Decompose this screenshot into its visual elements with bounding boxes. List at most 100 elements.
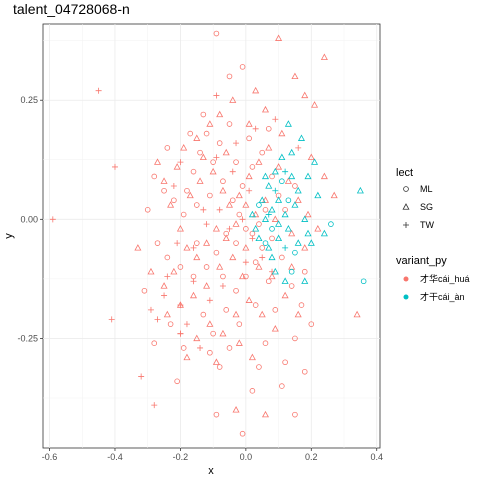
data-point-tw: [154, 316, 161, 323]
data-point-tw: [177, 302, 184, 309]
data-point-tw: [229, 168, 236, 175]
data-point-ml: [200, 311, 207, 318]
data-point-tw: [138, 373, 145, 380]
data-point-ml: [252, 259, 259, 266]
data-point-ml: [233, 287, 239, 294]
data-point-ml: [213, 249, 220, 256]
data-point-ml: [210, 159, 216, 165]
data-point-sg: [183, 353, 191, 361]
data-point-ml: [193, 240, 200, 246]
data-point-sg: [294, 196, 302, 203]
data-point-sg: [314, 191, 322, 199]
data-points: [49, 30, 367, 437]
data-point-sg: [216, 110, 224, 118]
data-point-sg: [229, 253, 237, 261]
data-point-tw: [49, 216, 56, 223]
legend-color: variant_py 才华cái_huá 才干cái_àn: [396, 255, 470, 302]
data-point-sg: [134, 244, 142, 251]
data-point-tw: [177, 159, 184, 166]
data-point-ml: [213, 30, 220, 37]
data-point-sg: [258, 310, 266, 318]
data-point-ml: [171, 197, 177, 204]
data-point-tw: [249, 235, 256, 242]
data-point-sg: [291, 72, 299, 80]
data-point-sg: [199, 153, 207, 161]
data-point-sg: [288, 148, 296, 156]
data-point-sg: [160, 177, 168, 184]
data-point-ml: [239, 183, 246, 189]
data-point-sg: [294, 186, 302, 194]
data-point-tw: [282, 168, 289, 175]
data-point-sg: [304, 172, 312, 180]
data-point-sg: [245, 172, 253, 180]
data-point-sg: [284, 225, 292, 232]
data-point-tw: [295, 144, 302, 151]
legend-label-caigan: 才干cái_àn: [420, 291, 465, 302]
data-point-sg: [304, 210, 312, 218]
data-point-sg: [176, 225, 184, 232]
data-point-ml: [360, 278, 367, 285]
data-point-ml: [151, 340, 158, 346]
data-point-tw: [242, 259, 249, 266]
data-point-sg: [271, 215, 279, 222]
data-point-sg: [170, 267, 178, 275]
data-point-sg: [314, 225, 322, 232]
data-point-tw: [233, 140, 240, 147]
data-point-sg: [212, 358, 220, 365]
data-point-ml: [249, 388, 256, 394]
data-point-sg: [242, 244, 250, 251]
data-point-sg: [258, 196, 266, 203]
axis-ticks: -0.6 -0.4 -0.2 0.0 0.2 0.4 -0.25 0.00 0.25: [17, 95, 383, 462]
data-point-ml: [292, 411, 298, 418]
data-point-ml: [256, 221, 262, 227]
data-point-sg: [255, 263, 263, 270]
data-point-ml: [308, 321, 315, 327]
data-point-sg: [212, 225, 220, 232]
data-point-sg: [294, 310, 302, 318]
data-point-ml: [220, 273, 226, 280]
data-point-tw: [164, 273, 171, 280]
data-point-tw: [239, 216, 246, 223]
data-point-ml: [265, 126, 272, 132]
data-point-ml: [233, 240, 239, 246]
data-point-ml: [328, 221, 334, 227]
data-point-sg: [232, 220, 240, 227]
data-point-sg: [232, 406, 240, 413]
data-point-sg: [219, 186, 227, 194]
data-point-ml: [285, 197, 292, 204]
data-point-sg: [265, 182, 273, 189]
data-point-ml: [239, 430, 246, 437]
data-point-sg: [173, 163, 181, 170]
data-point-sg: [320, 172, 328, 180]
data-point-sg: [216, 263, 224, 270]
data-point-tw: [174, 240, 181, 247]
data-point-ml: [298, 302, 305, 308]
data-point-sg: [163, 310, 171, 318]
data-point-sg: [232, 310, 240, 318]
data-point-ml: [292, 249, 298, 256]
data-point-ml: [256, 364, 262, 370]
data-point-sg: [261, 105, 270, 113]
x-tick-label: 0.0: [240, 452, 253, 462]
data-point-sg: [311, 101, 319, 108]
data-point-sg: [239, 272, 247, 280]
data-point-sg: [196, 177, 204, 184]
x-axis-title: x: [208, 465, 214, 477]
data-point-sg: [281, 291, 289, 299]
data-point-ml: [249, 164, 256, 170]
data-point-ml: [193, 202, 200, 208]
data-point-sg: [271, 167, 279, 175]
data-point-sg: [206, 320, 214, 327]
data-point-sg: [255, 234, 263, 242]
data-point-sg: [281, 210, 289, 218]
data-point-sg: [268, 253, 276, 261]
data-point-sg: [281, 277, 289, 284]
data-point-sg: [261, 410, 270, 418]
data-point-sg: [183, 244, 191, 251]
y-tick-label: 0.25: [20, 95, 38, 105]
legend-key-tw: [403, 222, 409, 228]
x-tick-label: -0.4: [107, 452, 123, 462]
data-point-tw: [111, 163, 118, 170]
data-point-ml: [288, 283, 295, 289]
data-point-ml: [301, 368, 308, 375]
